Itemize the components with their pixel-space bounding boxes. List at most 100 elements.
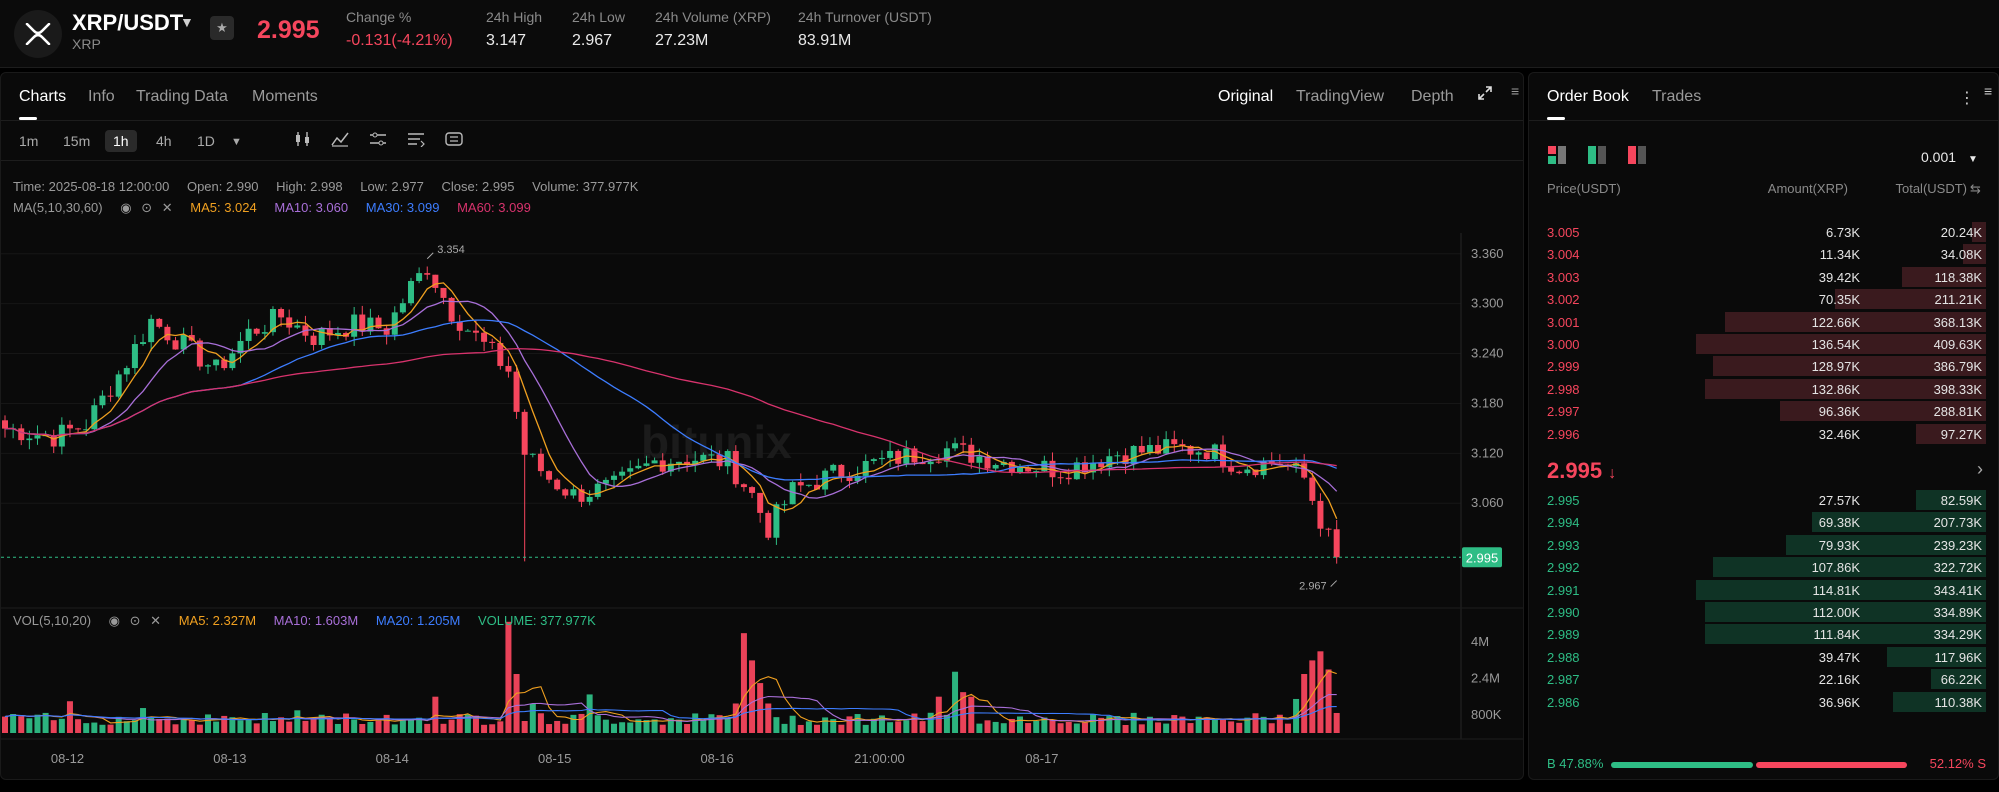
settings-icon[interactable]: ⊙ [141,200,153,215]
candle-body [310,335,317,345]
timeframe-1m[interactable]: 1m [19,133,39,149]
view-tradingview[interactable]: TradingView [1296,88,1385,105]
book-view-bids-icon[interactable] [1587,145,1607,165]
bid-row[interactable]: 2.987 22.16K 66.22K [1529,668,1998,690]
volume-bar [749,660,756,733]
candle-body [822,470,829,490]
bid-price: 2.990 [1547,605,1580,620]
timeframe-15m[interactable]: 15m [63,133,91,149]
bid-row[interactable]: 2.992 107.86K 322.72K [1529,556,1998,578]
indicator-icon[interactable] [330,131,350,149]
timeframe-1h[interactable]: 1h [105,130,137,152]
bid-row[interactable]: 2.993 79.93K 239.23K [1529,534,1998,556]
eye-icon[interactable]: ◉ [120,200,132,215]
volume-bar [188,720,195,733]
volume-bar [854,714,861,733]
tab-moments[interactable]: Moments [252,88,318,105]
high-marker-label: 3.354 [437,244,465,256]
bid-total: 239.23K [1933,537,1982,553]
panel-menu-icon[interactable]: ≡ [1511,83,1520,99]
volume-bar [732,703,739,733]
bid-row[interactable]: 2.986 36.96K 110.38K [1529,691,1998,713]
ask-total: 97.27K [1940,426,1982,442]
tab-trades[interactable]: Trades [1652,88,1702,105]
ask-row[interactable]: 3.002 70.35K 211.21K [1529,288,1998,310]
chevron-right-icon[interactable]: › [1977,459,1983,479]
chevron-down-icon[interactable]: ▼ [180,14,194,30]
bid-price: 2.989 [1547,627,1580,643]
volume-bar [708,714,715,733]
ask-row[interactable]: 2.996 32.46K 97.27K [1529,423,1998,445]
candle-body [196,340,203,367]
ask-row[interactable]: 2.998 132.86K 398.33K [1529,378,1998,400]
settings-sliders-icon[interactable] [368,131,388,149]
eye-icon[interactable]: ◉ [108,613,121,628]
volume-bar [1195,716,1202,733]
ask-row[interactable]: 2.999 128.97K 386.79K [1529,355,1998,377]
volume-bar [91,722,98,733]
depth-bar [1725,311,1986,332]
candle-body [107,395,114,397]
ask-row[interactable]: 3.004 11.34K 34.08K [1529,243,1998,265]
ask-amount: 136.54K [1811,337,1860,352]
candle-body [984,456,991,469]
view-original[interactable]: Original [1218,88,1274,105]
depth-bar [1916,423,1986,444]
timeframe-1d[interactable]: 1D [197,133,215,149]
tab-order-book[interactable]: Order Book [1547,88,1629,105]
volume-bar [684,724,691,733]
view-depth[interactable]: Depth [1411,88,1454,105]
candle-type-icon[interactable] [293,131,313,149]
pair-selector[interactable]: XRP/USDT [72,10,184,35]
candle-body [115,374,122,397]
bid-row[interactable]: 2.990 112.00K 334.89K [1529,601,1998,623]
ask-row[interactable]: 3.005 6.73K 20.24K [1529,221,1998,243]
book-view-both-icon[interactable] [1547,145,1567,165]
tab-trading-data[interactable]: Trading Data [136,88,228,105]
price-step-select[interactable]: 0.001 ▼ [1921,149,1978,165]
ask-row[interactable]: 3.003 39.42K 118.38K [1529,266,1998,288]
ask-row[interactable]: 3.001 122.66K 368.13K [1529,311,1998,333]
bid-row[interactable]: 2.988 39.47K 117.96K [1529,646,1998,668]
depth-bar [1901,266,1986,287]
bid-total: 207.73K [1933,515,1982,531]
ma-legend: MA(5,10,30,60) ◉ ⊙ ✕ MA5: 3.024 MA10: 3.… [13,200,545,216]
ask-row[interactable]: 2.997 96.36K 288.81K [1529,400,1998,422]
tab-charts[interactable]: Charts [19,88,67,105]
candle-body [334,332,341,336]
favorite-star-icon[interactable]: ★ [210,16,234,40]
bid-row[interactable]: 2.989 111.84K 334.29K [1529,623,1998,645]
volume-bar [1276,714,1283,733]
template-icon[interactable] [406,131,426,149]
bid-row[interactable]: 2.995 27.57K 82.59K [1529,489,1998,511]
timeframe-4h[interactable]: 4h [156,133,172,149]
stat-24h-low: 24h Low 2.967 [572,9,625,50]
book-view-asks-icon[interactable] [1627,145,1647,165]
volume-bar [870,718,877,733]
bid-row[interactable]: 2.991 114.81K 343.41K [1529,579,1998,601]
volume-bar [846,716,853,733]
close-icon[interactable]: ✕ [150,613,162,628]
vol-ma5-value: MA5: 2.327M [178,613,257,628]
candle-body [172,340,179,350]
unit-toggle-icon[interactable]: ⇆ [1970,181,1981,196]
close-icon[interactable]: ✕ [161,200,173,215]
volume-bar [343,713,350,733]
bid-row[interactable]: 2.994 69.38K 207.73K [1529,511,1998,533]
compare-icon[interactable] [444,131,464,149]
panel-menu-icon[interactable]: ≡ [1984,83,1993,99]
price-chart[interactable]: bitunix 3.3603.3003.2403.1803.1203.0604M… [1,73,1524,780]
volume-bar [984,720,991,733]
volume-bar [367,721,374,733]
settings-icon[interactable]: ⊙ [129,613,141,628]
volume-bar [2,716,8,733]
volume-bar [1179,716,1186,733]
candle-body [2,420,8,429]
fullscreen-icon[interactable] [1477,85,1493,106]
tab-info[interactable]: Info [88,88,115,105]
ask-row[interactable]: 3.000 136.54K 409.63K [1529,333,1998,355]
timeframe-dropdown-icon[interactable]: ▼ [231,136,242,148]
more-options-icon[interactable]: ⋮ [1959,90,1975,107]
candle-body [708,454,715,456]
depth-bar [1930,669,1986,690]
